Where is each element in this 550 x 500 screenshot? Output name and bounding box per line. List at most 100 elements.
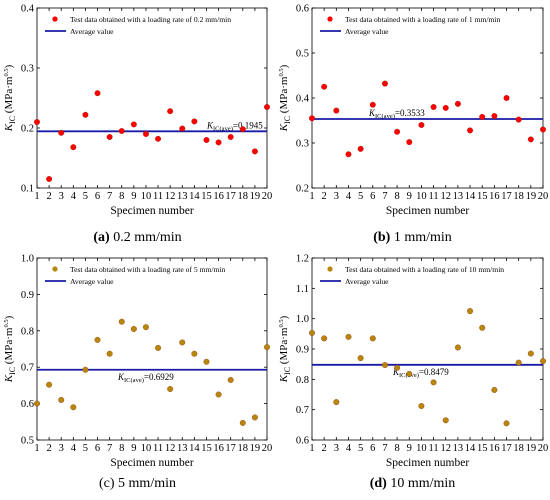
- chart-d-ytick-label: 0.8: [296, 375, 309, 386]
- chart-d-xtick-label: 20: [538, 443, 549, 454]
- chart-d-xtick-label: 14: [465, 443, 476, 454]
- chart-c-xtick-label: 18: [238, 443, 249, 454]
- caption-a-letter: (a): [93, 230, 110, 245]
- chart-d-data-point: [381, 362, 388, 369]
- chart-b-data-point: [467, 127, 474, 134]
- chart-c-data-point: [94, 336, 101, 343]
- chart-c-data-point: [106, 350, 113, 357]
- chart-a-data-point: [46, 176, 53, 182]
- chart-b-xtick-label: 13: [453, 191, 464, 202]
- chart-panel-b: 0.2 0.3 0.4 0.5 0.6 1 2 3 4 5 6 7 8 9 10 11 12 13 14 15 16 17…: [275, 0, 550, 250]
- chart-d-xtick-label: 17: [501, 443, 512, 454]
- caption-d: (d) 10 mm/min: [275, 476, 550, 492]
- chart-a-ytick-label: 0.4: [21, 4, 35, 15]
- chart-d-data-point: [394, 364, 401, 371]
- chart-c-xtick-label: 2: [46, 443, 51, 454]
- chart-a-xtick-label: 4: [71, 191, 77, 202]
- chart-b-xtick-label: 8: [394, 191, 399, 202]
- chart-b-data-point: [345, 151, 352, 158]
- chart-c-data-point: [179, 339, 186, 346]
- chart-a-data-point: [227, 134, 234, 140]
- chart-c-xtick-label: 8: [119, 443, 124, 454]
- chart-c-xtick-label: 3: [59, 443, 64, 454]
- chart-d-ytick-label: 0.7: [296, 405, 309, 416]
- chart-b-data-point: [540, 126, 546, 133]
- chart-d-data-point: [418, 403, 425, 409]
- chart-a-xtick-label: 16: [213, 191, 224, 202]
- chart-c-xtick-label: 14: [189, 443, 200, 454]
- caption-b: (b) 1 mm/min: [275, 230, 550, 246]
- chart-a-xtick-label: 20: [262, 191, 273, 202]
- chart-c-data-point: [239, 419, 246, 426]
- chart-b-data-point: [394, 128, 401, 135]
- chart-c-legend-marker: [52, 266, 58, 272]
- chart-a-data-point: [58, 129, 65, 136]
- chart-b-svg: 0.20.30.40.50.61 2 3 4 5 6 7 8 9 10 11 12 13 14 15 16 17…: [278, 4, 548, 218]
- chart-a-data-point: [264, 104, 270, 110]
- chart-a-xtick-label: 18: [238, 191, 249, 202]
- chart-d-ytick-label: 1.1: [296, 284, 309, 295]
- chart-d-data-point: [503, 420, 510, 427]
- chart-c-data-point: [251, 414, 258, 421]
- chart-a-xtick-label: 7: [107, 191, 112, 202]
- caption-b-letter: (b): [373, 230, 391, 245]
- chart-d-xtick-label: 10: [416, 443, 427, 454]
- chart-b-data-point: [479, 113, 486, 120]
- chart-a-y-axis-label: KIC (MPa·m0.5): [3, 64, 17, 132]
- chart-b-xtick-label: 15: [477, 191, 488, 202]
- chart-a-xtick-label: 19: [250, 191, 261, 202]
- chart-c-data-point: [130, 326, 137, 332]
- chart-b-data-point: [454, 100, 461, 107]
- chart-b-data-point: [503, 95, 510, 101]
- chart-d-data-point: [479, 324, 486, 331]
- chart-d-data-point: [369, 335, 376, 342]
- chart-d-data-point: [345, 333, 352, 340]
- chart-c-ytick-label: 0.7: [21, 363, 34, 374]
- chart-d-ytick-label: 1.0: [296, 314, 309, 325]
- chart-d-ytick-label: 0.9: [296, 345, 309, 356]
- chart-b-xtick-label: 14: [465, 191, 476, 202]
- chart-a-xtick-label: 17: [225, 191, 236, 202]
- chart-a-data-point: [191, 118, 198, 125]
- chart-panel-a: 0.1 0.2 0.3 0.4 1 2 3 4 5 6 7 8 9 10 11 12 13 14 15 16 17 18 1…: [0, 0, 275, 250]
- chart-a-xtick-label: 5: [83, 191, 88, 202]
- chart-b-data-point: [527, 136, 534, 143]
- chart-d-data-point: [309, 329, 315, 336]
- chart-d-data-point: [454, 344, 461, 351]
- chart-d-data-point: [491, 386, 498, 393]
- chart-c-svg: 0.50.60.70.80.91.01 2 3 4 5 6 7 8 9 10 11 12 13 14 15 1…: [3, 254, 273, 470]
- chart-b-legend-label-average: Average value: [345, 27, 389, 36]
- caption-c-text: 5 mm/min: [114, 476, 176, 491]
- chart-d-legend-label-average: Average value: [345, 277, 389, 286]
- chart-a-ytick-label: 0.2: [21, 124, 34, 135]
- chart-d-y-axis-label: KIC (MPa·m0.5): [278, 315, 292, 383]
- chart-d-data-point: [467, 308, 474, 315]
- chart-b-xtick-label: 12: [440, 191, 451, 202]
- chart-d-ytick-label: 0.6: [296, 436, 309, 447]
- chart-c-x-axis-label: Specimen number: [110, 457, 194, 469]
- chart-b-xtick-label: 16: [489, 191, 500, 202]
- chart-b-x-axis-label: Specimen number: [386, 205, 470, 217]
- chart-c-xtick-label: 20: [262, 443, 273, 454]
- chart-a-xtick-label: 12: [165, 191, 176, 202]
- chart-d-xtick-label: 8: [394, 443, 399, 454]
- chart-a-xtick-label: 15: [201, 191, 212, 202]
- chart-panel-c: 0.5 0.6 0.7 0.8 0.9 1.0 1 2 3 4 5 6 7 8 9 10 11 12 13 14 15 1…: [0, 250, 275, 500]
- chart-d-legend-marker: [327, 266, 333, 272]
- chart-c-y-axis-label: KIC (MPa·m0.5): [3, 315, 17, 383]
- chart-b-xtick-label: 3: [334, 191, 339, 202]
- chart-c-xtick-label: 10: [141, 443, 152, 454]
- chart-d-data-point: [333, 399, 340, 406]
- chart-a-xtick-label: 2: [46, 191, 51, 202]
- chart-a-data-point: [94, 90, 101, 97]
- caption-c-letter: (c): [99, 476, 115, 491]
- chart-b-data-point: [309, 115, 315, 122]
- chart-b-data-point: [418, 122, 425, 128]
- chart-c-xtick-label: 6: [95, 443, 100, 454]
- chart-d-xtick-label: 15: [477, 443, 488, 454]
- chart-c-xtick-label: 17: [225, 443, 236, 454]
- chart-d-x-axis-label: Specimen number: [386, 457, 470, 469]
- chart-c-xtick-label: 7: [107, 443, 112, 454]
- chart-a-ytick-label: 0.1: [21, 184, 34, 195]
- chart-a-plot-frame: [36, 7, 268, 189]
